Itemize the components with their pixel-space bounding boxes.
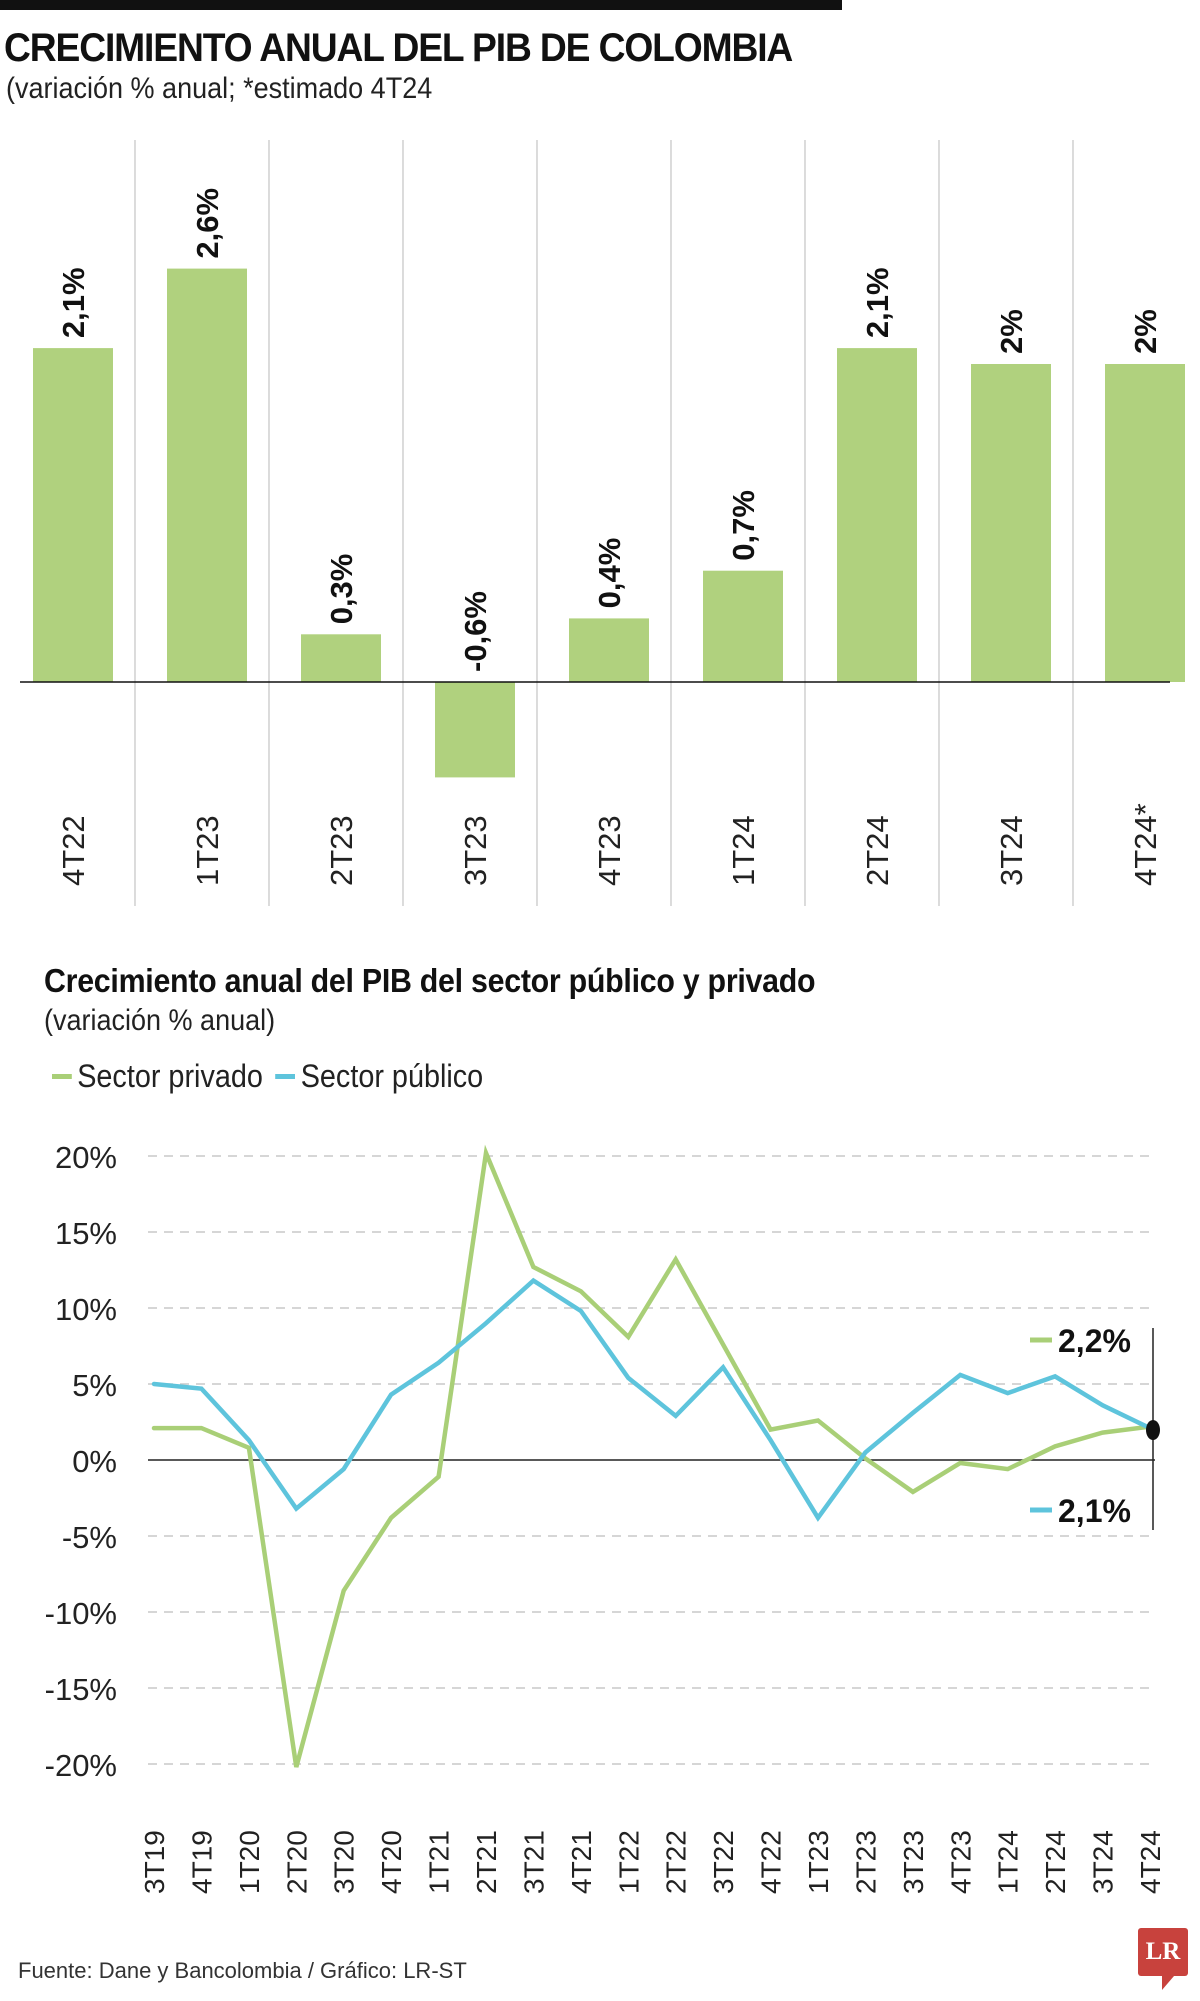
y-tick-label: 15%: [55, 1216, 117, 1251]
bar-1T24: [703, 570, 783, 682]
top-rule: [0, 0, 842, 10]
series-line-public: [151, 1277, 1153, 1522]
legend: Sector privado Sector público: [52, 1058, 496, 1095]
x-tick-label: 4T22: [756, 1830, 787, 1894]
x-tick-label: 3T19: [139, 1830, 170, 1894]
bar-category-label: 1T23: [190, 815, 225, 886]
bar-value-label: 2,6%: [190, 188, 225, 259]
x-tick-label: 3T24: [1088, 1830, 1119, 1894]
bar-2T23: [301, 634, 381, 682]
end-point-marker: [1146, 1420, 1160, 1440]
x-tick-label: 2T20: [281, 1830, 312, 1894]
bar-chart: 2,1% 4T22 2,6% 1T23 0,3% 2T23 -0,6% 3T23 0,4% 4T2…: [20, 140, 1185, 906]
y-tick-label: -5%: [62, 1520, 117, 1555]
bar-3T23: [435, 682, 515, 778]
bar-value-label: 2,1%: [56, 267, 91, 338]
bar-category-label: 4T23: [592, 815, 627, 886]
bar-4T24*: [1105, 364, 1185, 682]
x-tick-label: 3T23: [898, 1830, 929, 1894]
x-tick-label: 1T22: [613, 1830, 644, 1894]
chart-subtitle: (variación % anual; *estimado 4T24: [6, 72, 433, 105]
bar-category-label: 4T22: [56, 815, 91, 886]
legend-item-public: Sector público: [275, 1058, 483, 1095]
x-tick-label: 2T23: [850, 1830, 881, 1894]
bar-value-label: 0,3%: [324, 554, 359, 625]
x-tick-label: 1T24: [993, 1830, 1024, 1894]
y-tick-label: -15%: [45, 1672, 117, 1707]
x-tick-label: 2T21: [471, 1830, 502, 1894]
bar-category-label: 3T24: [994, 815, 1029, 886]
x-tick-label: 1T23: [803, 1830, 834, 1894]
bar-category-label: 2T24: [860, 815, 895, 886]
x-tick-label: 1T20: [234, 1830, 265, 1894]
x-tick-label: 4T21: [566, 1830, 597, 1894]
bar-1T23: [167, 268, 247, 682]
bar-category-label: 2T23: [324, 815, 359, 886]
y-tick-label: 5%: [72, 1368, 117, 1403]
bar-value-label: 0,7%: [726, 490, 761, 561]
y-tick-label: 10%: [55, 1292, 117, 1327]
bar-4T22: [33, 348, 113, 682]
bar-value-label: -0,6%: [458, 591, 493, 672]
x-tick-label: 1T21: [424, 1830, 455, 1894]
y-tick-label: -20%: [45, 1748, 117, 1783]
x-tick-label: 4T23: [945, 1830, 976, 1894]
bar-category-label: 1T24: [726, 815, 761, 886]
x-tick-label: 4T24: [1135, 1830, 1166, 1894]
x-tick-label: 4T20: [376, 1830, 407, 1894]
bar-value-label: 2%: [1128, 309, 1163, 354]
x-tick-label: 3T21: [518, 1830, 549, 1894]
chart-title: CRECIMIENTO ANUAL DEL PIB DE COLOMBIA: [4, 26, 793, 70]
end-value-label-private: 2,2%: [1058, 1323, 1131, 1359]
lr-logo: LR: [1138, 1928, 1188, 1990]
x-tick-label: 2T22: [661, 1830, 692, 1894]
bar-4T23: [569, 618, 649, 682]
bar-2T24: [837, 348, 917, 682]
legend-swatch-private: [52, 1074, 72, 1079]
line-chart-title: Crecimiento anual del PIB del sector púb…: [44, 962, 816, 999]
bar-value-label: 2%: [994, 309, 1029, 354]
end-value-label-public: 2,1%: [1058, 1493, 1131, 1529]
x-tick-label: 3T20: [329, 1830, 360, 1894]
y-tick-label: 0%: [72, 1444, 117, 1479]
source-note: Fuente: Dane y Bancolombia / Gráfico: LR…: [18, 1958, 467, 1983]
bar-3T24: [971, 364, 1051, 682]
y-tick-label: -10%: [45, 1596, 117, 1631]
series-line-private: [151, 1144, 1153, 1768]
legend-swatch-public: [275, 1074, 296, 1079]
y-tick-label: 20%: [55, 1140, 117, 1175]
bar-value-label: 2,1%: [860, 267, 895, 338]
x-tick-label: 4T19: [186, 1830, 217, 1894]
bar-category-label: 4T24*: [1128, 803, 1163, 886]
x-tick-label: 3T22: [708, 1830, 739, 1894]
bar-value-label: 0,4%: [592, 538, 627, 609]
legend-label-public: Sector público: [300, 1058, 484, 1094]
legend-label-private: Sector privado: [77, 1058, 263, 1094]
line-chart-subtitle: (variación % anual): [44, 1004, 276, 1037]
x-tick-label: 2T24: [1040, 1830, 1071, 1894]
legend-item-private: Sector privado: [52, 1058, 263, 1095]
bar-category-label: 3T23: [458, 815, 493, 886]
